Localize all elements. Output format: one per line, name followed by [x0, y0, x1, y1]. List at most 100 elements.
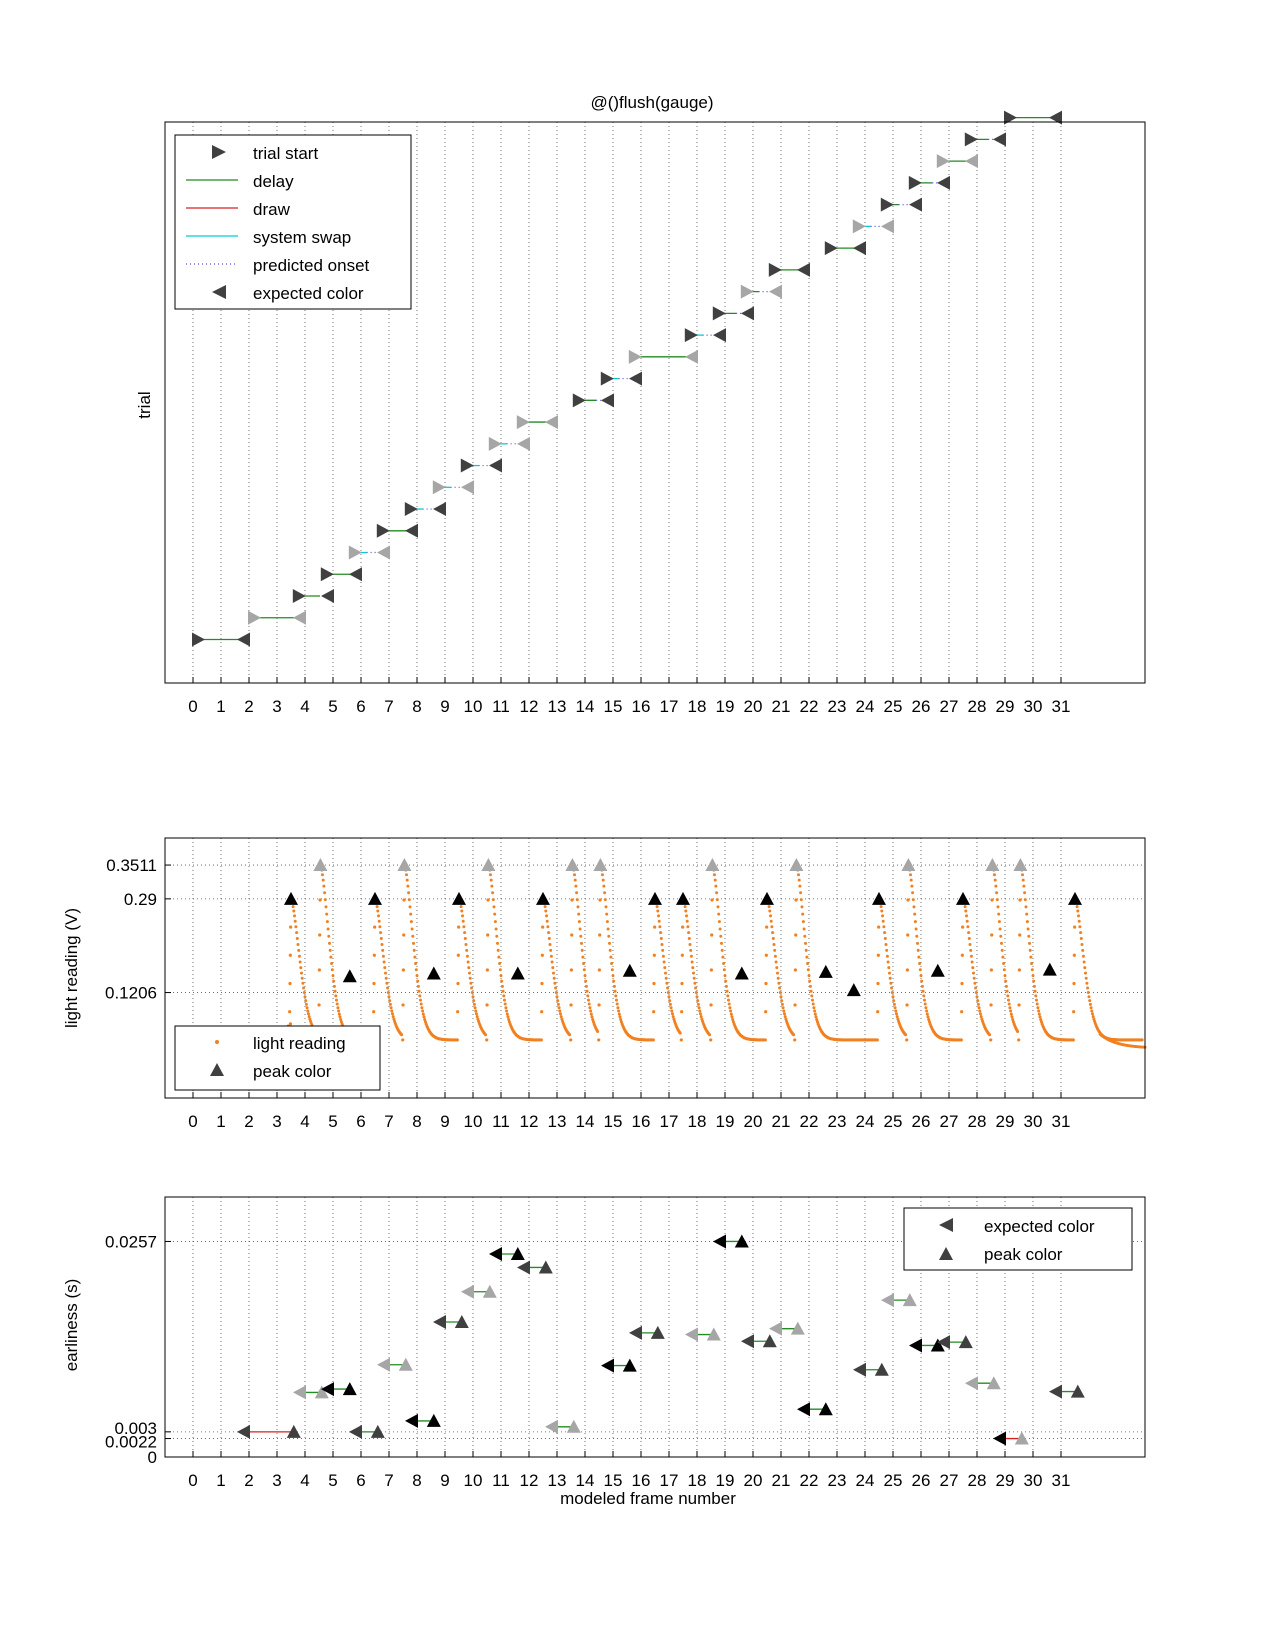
- light-reading-point: [1021, 873, 1024, 877]
- light-reading-point: [602, 884, 606, 888]
- light-reading-point: [685, 919, 689, 923]
- expected-color-marker: [965, 1376, 978, 1391]
- light-reading-point: [1034, 994, 1038, 998]
- light-reading-point: [485, 1003, 489, 1007]
- light-reading-point: [473, 1006, 477, 1010]
- light-reading-point: [916, 941, 919, 945]
- peak-color-marker: [1070, 1384, 1085, 1398]
- light-reading-point: [815, 1017, 819, 1021]
- x-tick-label: 20: [744, 1112, 763, 1131]
- expected-color-marker: [1049, 110, 1062, 125]
- light-reading-point: [773, 954, 777, 958]
- x-tick-label: 21: [772, 1471, 791, 1490]
- expected-color-marker: [377, 1357, 390, 1372]
- peak-color-marker: [342, 969, 357, 983]
- light-reading-point: [386, 991, 390, 995]
- x-tick-label: 18: [688, 1112, 707, 1131]
- peak-color-marker: [789, 858, 804, 872]
- light-reading-point: [338, 1015, 342, 1019]
- light-reading-point: [324, 905, 328, 909]
- x-tick-label: 31: [1052, 697, 1071, 716]
- light-reading-point: [303, 995, 307, 999]
- earliness-x-axis-label: modeled frame number: [560, 1489, 736, 1508]
- light-reading-point: [883, 936, 887, 940]
- light-reading-point: [888, 971, 891, 975]
- y-tick-label: 0.29: [124, 890, 157, 909]
- light-reading-point: [716, 905, 720, 909]
- light-reading-point: [373, 925, 377, 929]
- light-reading-point: [709, 1003, 713, 1007]
- trial-start-marker: [936, 154, 950, 169]
- x-tick-label: 1: [216, 697, 225, 716]
- peak-color-marker: [901, 858, 916, 872]
- light-reading-point: [587, 1002, 591, 1006]
- light-reading-point: [1077, 919, 1081, 923]
- light-reading-point: [780, 1002, 784, 1006]
- expected-color-marker: [1049, 1384, 1062, 1399]
- light-reading-point: [913, 912, 917, 916]
- light-reading-point: [875, 1038, 879, 1042]
- light-reading-point: [698, 1009, 702, 1013]
- x-tick-label: 4: [300, 1471, 309, 1490]
- light-reading-point: [1077, 914, 1080, 918]
- light-reading-point: [492, 905, 496, 909]
- light-reading-point: [304, 1002, 308, 1006]
- light-reading-point: [416, 979, 420, 983]
- light-reading-point: [619, 1017, 623, 1021]
- x-tick-label: 12: [520, 1112, 539, 1131]
- y-tick-label: 0.003: [114, 1419, 157, 1438]
- light-reading-point: [569, 968, 573, 972]
- x-tick-label: 13: [548, 697, 567, 716]
- light-reading-point: [466, 960, 470, 964]
- light-reading-point: [300, 971, 303, 975]
- light-reading-point: [977, 1006, 981, 1010]
- light-reading-point: [717, 920, 721, 924]
- light-reading-point: [780, 999, 784, 1003]
- light-reading-point: [411, 934, 415, 938]
- trial-start-marker: [460, 458, 474, 473]
- light-reading-point: [603, 891, 607, 895]
- peak-color-marker: [1068, 891, 1082, 905]
- trial-start-marker: [248, 610, 261, 625]
- light-reading-point: [1071, 1038, 1075, 1042]
- light-reading-point: [727, 998, 730, 1002]
- expected-color-marker: [797, 1402, 810, 1417]
- light-reading-point: [296, 942, 300, 946]
- x-tick-label: 19: [716, 1471, 735, 1490]
- x-tick-label: 22: [800, 1471, 819, 1490]
- light-reading-point: [406, 884, 410, 888]
- peak-color-marker: [762, 1334, 777, 1348]
- light-reading-point: [663, 966, 667, 970]
- x-tick-label: 12: [520, 1471, 539, 1490]
- light-reading-point: [385, 981, 389, 985]
- light-reading-point: [613, 989, 617, 993]
- light-reading-point: [597, 1003, 601, 1007]
- light-reading-point: [764, 1010, 768, 1014]
- light-reading-point: [605, 920, 609, 924]
- light-reading-point: [498, 962, 502, 966]
- light-reading-point: [376, 909, 380, 913]
- light-reading-point: [651, 1038, 655, 1042]
- light-reading-point: [689, 948, 693, 952]
- x-tick-label: 30: [1024, 1471, 1043, 1490]
- light-reading-point: [463, 936, 467, 940]
- light-reading-point: [925, 1009, 929, 1013]
- light-reading-point: [423, 1017, 427, 1021]
- light-reading-point: [1018, 898, 1022, 902]
- light-reading-point: [694, 986, 698, 990]
- light-reading-point: [588, 1006, 592, 1010]
- light-reading-point: [1086, 986, 1090, 990]
- light-reading-point: [965, 914, 968, 918]
- light-reading-point: [969, 954, 973, 958]
- x-tick-label: 2: [244, 1471, 253, 1490]
- light-reading-point: [589, 1009, 593, 1013]
- light-reading-point: [378, 925, 382, 929]
- light-reading-point: [297, 948, 301, 952]
- light-reading-point: [618, 1015, 622, 1019]
- expected-color-marker: [293, 1385, 306, 1400]
- light-reading-point: [685, 914, 688, 918]
- light-reading-point: [691, 966, 695, 970]
- light-reading-point: [472, 999, 476, 1003]
- expected-color-marker: [517, 436, 530, 451]
- x-tick-label: 9: [440, 1471, 449, 1490]
